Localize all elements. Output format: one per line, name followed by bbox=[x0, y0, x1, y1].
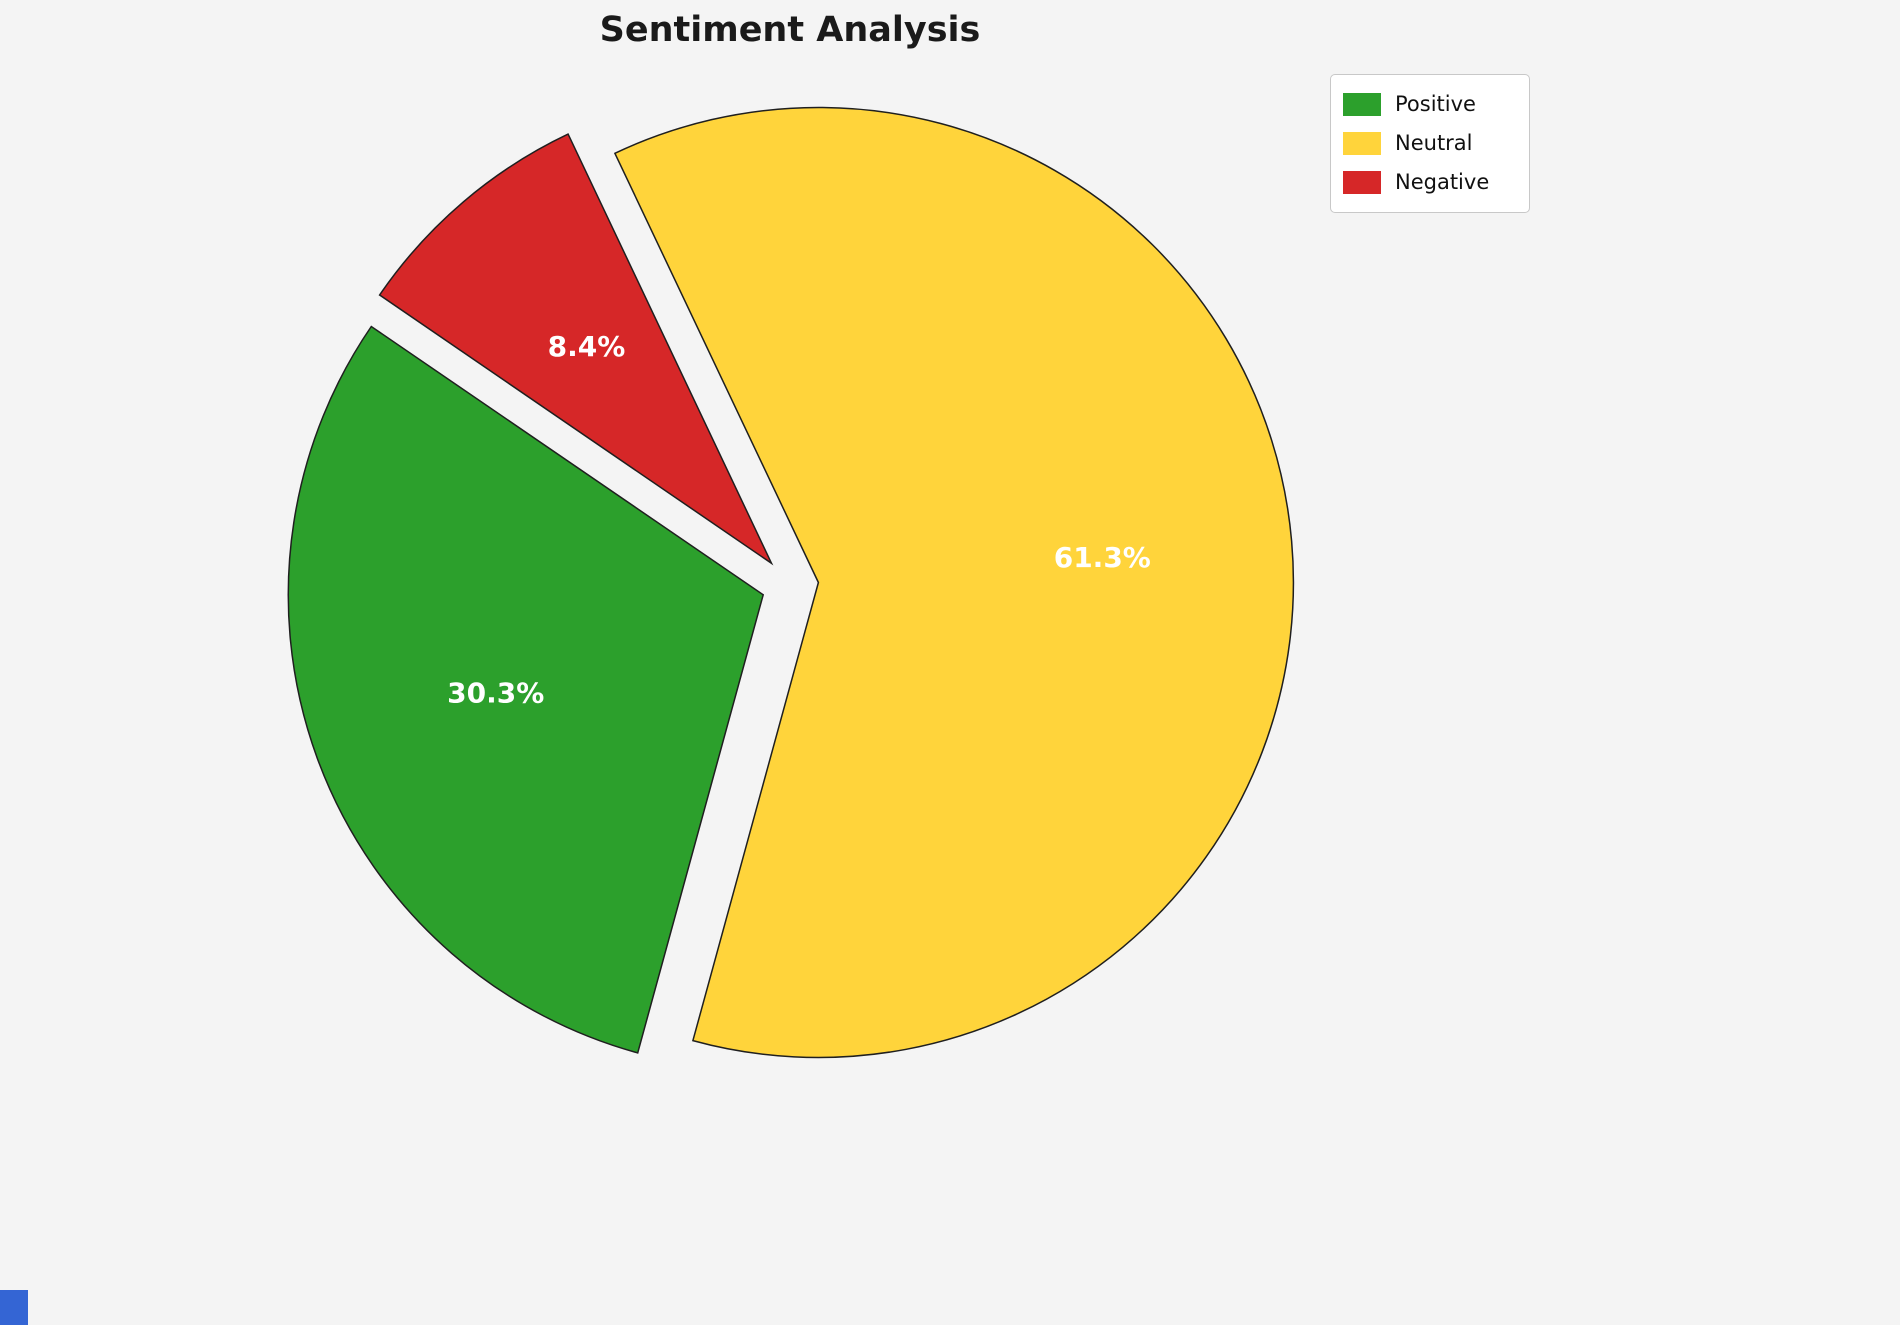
pct-label-positive: 30.3% bbox=[447, 676, 544, 709]
legend-label-negative: Negative bbox=[1395, 170, 1490, 194]
legend-swatch-positive bbox=[1343, 93, 1381, 116]
legend-swatch-neutral bbox=[1343, 132, 1381, 155]
legend-label-positive: Positive bbox=[1395, 92, 1476, 116]
pie-slice-positive bbox=[287, 325, 765, 1054]
corner-accent bbox=[0, 1290, 28, 1325]
legend-swatch-negative bbox=[1343, 171, 1381, 194]
legend-item-negative: Negative bbox=[1343, 163, 1517, 202]
pct-label-negative: 8.4% bbox=[548, 330, 626, 363]
legend-item-neutral: Neutral bbox=[1343, 124, 1517, 163]
legend: Positive Neutral Negative bbox=[1330, 74, 1530, 213]
pct-label-neutral: 61.3% bbox=[1054, 541, 1151, 574]
chart-title: Sentiment Analysis bbox=[599, 10, 981, 50]
legend-item-positive: Positive bbox=[1343, 85, 1517, 124]
pie-slice-neutral bbox=[613, 106, 1295, 1059]
legend-label-neutral: Neutral bbox=[1395, 131, 1473, 155]
pie-slice-negative bbox=[378, 133, 774, 566]
